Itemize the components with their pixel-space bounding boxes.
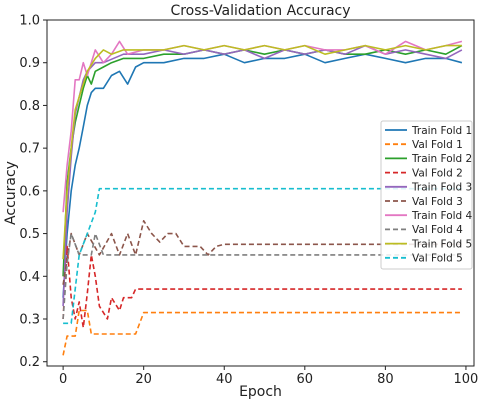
- series-line-val-fold-4: [62, 232, 462, 320]
- legend-label: Val Fold 1: [412, 139, 463, 151]
- y-tick-label: 0.8: [19, 99, 40, 114]
- y-tick-label: 0.4: [19, 270, 40, 285]
- x-tick-label: 40: [216, 372, 233, 387]
- legend-label: Val Fold 4: [412, 224, 463, 236]
- x-tick-label: 0: [59, 372, 67, 387]
- legend-label: Val Fold 2: [412, 167, 463, 179]
- legend-label: Train Fold 2: [411, 153, 472, 165]
- plot-area: [62, 40, 463, 356]
- series-line-val-fold-5: [63, 187, 462, 325]
- x-tick-label: 20: [135, 372, 152, 387]
- x-tick-label: 80: [377, 372, 394, 387]
- x-tick-label: 60: [297, 372, 314, 387]
- series-line-train-fold-5: [62, 44, 462, 260]
- legend-label: Train Fold 5: [411, 238, 472, 250]
- legend: Train Fold 1 Val Fold 1 Train Fold 2 Val Fo…: [380, 120, 473, 270]
- y-tick-label: 0.5: [19, 227, 40, 242]
- y-tick-label: 0.6: [19, 184, 40, 199]
- x-axis-label: Epoch: [239, 384, 282, 400]
- x-axis-ticks: 0 20 40 60 80 100: [59, 366, 478, 387]
- y-axis-label: Accuracy: [3, 161, 19, 225]
- legend-label: Train Fold 4: [411, 210, 473, 222]
- series-line-val-fold-2: [62, 245, 462, 329]
- y-axis-ticks: 0.2 0.3 0.4 0.5 0.6 0.7 0.8 0.9 1.0: [19, 14, 47, 370]
- legend-label: Val Fold 5: [412, 253, 463, 265]
- series-line-val-fold-3: [62, 220, 462, 285]
- y-tick-label: 0.3: [19, 313, 40, 328]
- chart-title: Cross-Validation Accuracy: [170, 3, 350, 19]
- y-tick-label: 1.0: [19, 14, 40, 29]
- series-line-val-fold-1: [62, 309, 462, 356]
- y-tick-label: 0.2: [19, 355, 40, 370]
- legend-label: Train Fold 3: [411, 182, 472, 194]
- y-tick-label: 0.7: [19, 142, 40, 157]
- plot-frame: [46, 19, 475, 367]
- legend-label: Val Fold 3: [412, 196, 463, 208]
- legend-label: Train Fold 1: [411, 125, 472, 137]
- y-tick-label: 0.9: [19, 56, 40, 71]
- x-tick-label: 100: [454, 372, 479, 387]
